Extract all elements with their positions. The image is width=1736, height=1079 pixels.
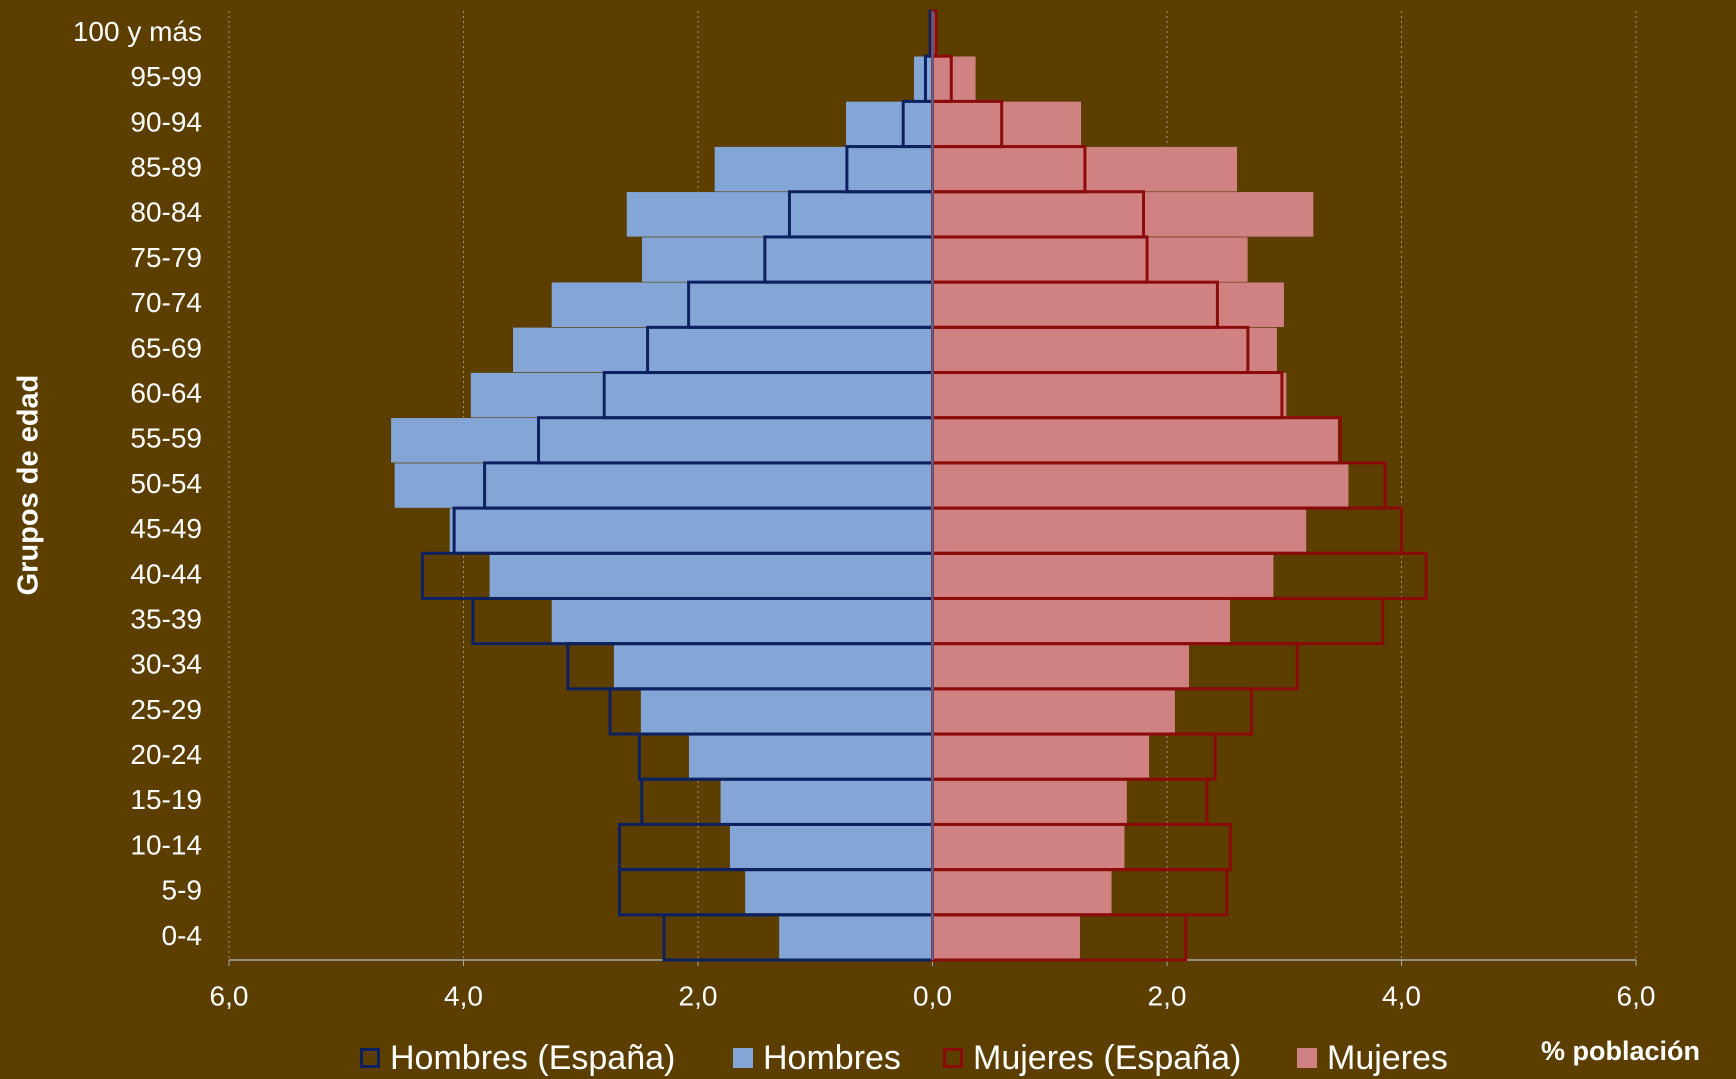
y-tick-label: 35-39 [130, 603, 202, 634]
y-tick-label: 85-89 [130, 152, 202, 183]
x-tick-label: 6,0 [210, 980, 249, 1011]
y-tick-label: 70-74 [130, 287, 202, 318]
y-tick-label: 20-24 [130, 739, 202, 770]
legend-swatch [1297, 1048, 1317, 1068]
bar [932, 869, 1113, 916]
bar [932, 191, 1314, 238]
bar [845, 101, 933, 147]
bar [744, 869, 933, 916]
bar [688, 733, 933, 780]
bar [932, 101, 1082, 147]
y-tick-label: 65-69 [130, 332, 202, 363]
bar [932, 236, 1249, 283]
bar [932, 824, 1126, 870]
y-tick-label: 55-59 [130, 423, 202, 454]
x-tick-label: 4,0 [1382, 980, 1421, 1011]
x-tick-label: 0,0 [913, 980, 952, 1011]
legend-label: Hombres (España) [390, 1039, 675, 1077]
bar [613, 643, 933, 690]
x-tick-label: 2,0 [679, 980, 718, 1011]
bar [932, 688, 1176, 735]
legend-label: Mujeres (España) [973, 1039, 1241, 1077]
bar [913, 55, 933, 102]
y-tick-label: 40-44 [130, 558, 202, 589]
bar [932, 507, 1307, 554]
bar [932, 327, 1278, 373]
legend-label: Mujeres [1327, 1039, 1448, 1077]
bar [932, 778, 1128, 825]
bar [714, 146, 933, 193]
legend-swatch [943, 1048, 963, 1068]
bar [778, 914, 933, 961]
bar [932, 281, 1285, 328]
bar [394, 462, 933, 509]
bar [932, 733, 1150, 780]
bar [390, 417, 933, 464]
legend-label: Hombres [763, 1039, 901, 1077]
bar [488, 552, 933, 599]
bar [932, 643, 1190, 690]
bar [932, 552, 1274, 599]
bar [512, 327, 933, 373]
bar [640, 688, 933, 735]
y-tick-label: 25-29 [130, 694, 202, 725]
y-tick-label: 45-49 [130, 513, 202, 544]
y-tick-label: 90-94 [130, 106, 202, 137]
bar [449, 507, 933, 554]
x-tick-label: 6,0 [1617, 980, 1656, 1011]
y-tick-label: 95-99 [130, 61, 202, 92]
y-tick-label: 60-64 [130, 378, 202, 409]
bar [932, 598, 1231, 644]
y-tick-label: 75-79 [130, 242, 202, 273]
y-tick-label: 80-84 [130, 197, 202, 228]
bar [932, 462, 1350, 509]
bar [719, 778, 933, 825]
y-tick-label: 0-4 [162, 920, 202, 951]
bar [932, 372, 1287, 419]
bar [932, 417, 1339, 464]
bar [626, 191, 933, 238]
x-tick-label: 2,0 [1148, 980, 1187, 1011]
y-tick-label: 100 y más [73, 16, 202, 47]
y-tick-label: 50-54 [130, 468, 202, 499]
y-tick-label: 10-14 [130, 829, 202, 860]
x-tick-label: 4,0 [444, 980, 483, 1011]
bar [932, 55, 977, 102]
y-axis-label: Grupos de edad [13, 375, 45, 596]
y-tick-label: 30-34 [130, 649, 202, 680]
legend-swatch [360, 1048, 380, 1068]
bar [729, 824, 933, 870]
y-tick-label: 5-9 [162, 875, 202, 906]
bar [932, 914, 1081, 961]
x-axis-label: % población [1541, 1036, 1700, 1066]
bar [551, 281, 933, 328]
bar [641, 236, 933, 283]
legend-swatch [733, 1048, 753, 1068]
bar [551, 598, 933, 644]
y-tick-label: 15-19 [130, 784, 202, 815]
bar [470, 372, 933, 419]
